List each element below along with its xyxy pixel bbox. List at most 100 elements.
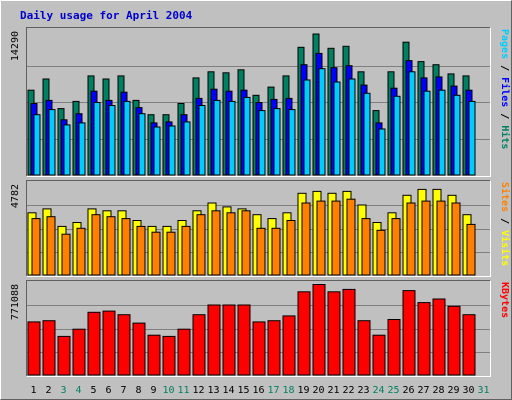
bar-sites-day-16 — [256, 227, 266, 276]
x-tick-label: 7 — [120, 385, 126, 396]
bar-sites-day-24 — [376, 229, 386, 276]
bar-pages-day-9 — [153, 126, 161, 176]
bar-kbytes-day-30 — [462, 314, 476, 376]
bar-sites-day-4 — [76, 227, 86, 276]
x-tick-label: 4 — [75, 385, 81, 396]
bar-kbytes-day-2 — [42, 320, 56, 376]
bar-pages-day-29 — [453, 94, 461, 176]
legend-entry: Hits — [499, 125, 511, 149]
bar-kbytes-day-17 — [267, 320, 281, 376]
x-tick-label: 17 — [267, 385, 279, 396]
x-tick-label: 2 — [45, 385, 51, 396]
bar-pages-day-22 — [348, 78, 356, 176]
bar-sites-day-15 — [241, 210, 251, 276]
bar-kbytes-day-4 — [72, 328, 86, 376]
bar-sites-day-2 — [46, 216, 56, 276]
panel-hits-files-pages: 14290 Pages / Files / Hits — [10, 27, 511, 177]
bar-kbytes-day-25 — [387, 319, 401, 376]
x-tick-label: 3 — [60, 385, 66, 396]
legend-entry: KBytes — [499, 282, 510, 318]
x-tick-label: 29 — [447, 385, 459, 396]
bar-pages-day-7 — [123, 100, 131, 176]
bars — [27, 33, 476, 176]
x-tick-label: 11 — [177, 385, 189, 396]
chart-title: Daily usage for April 2004 — [20, 9, 193, 22]
legend-entry: Visits — [499, 230, 511, 266]
bar-sites-day-22 — [346, 198, 356, 276]
x-tick-label: 8 — [135, 385, 141, 396]
bar-pages-day-8 — [138, 113, 146, 176]
bar-kbytes-day-23 — [357, 320, 371, 376]
bar-kbytes-day-13 — [207, 304, 221, 376]
bar-pages-day-23 — [363, 92, 371, 176]
bar-kbytes-day-12 — [192, 314, 206, 376]
bar-sites-day-19 — [301, 202, 311, 276]
bar-sites-day-1 — [31, 218, 41, 276]
legend-entry: / — [499, 107, 510, 125]
bar-kbytes-day-19 — [297, 291, 311, 376]
x-tick-label: 25 — [387, 385, 399, 396]
bar-kbytes-day-22 — [342, 288, 356, 376]
bar-kbytes-day-11 — [177, 328, 191, 376]
bar-kbytes-day-26 — [402, 290, 416, 376]
bar-sites-day-12 — [196, 214, 206, 276]
bar-kbytes-day-10 — [162, 335, 176, 376]
bar-kbytes-day-8 — [132, 322, 146, 376]
bar-kbytes-day-16 — [252, 321, 266, 376]
legend-kbytes: KBytes — [499, 282, 510, 318]
legend-entry: / — [499, 59, 510, 77]
bar-kbytes-day-24 — [372, 334, 386, 376]
bar-pages-day-28 — [438, 89, 446, 176]
bar-kbytes-day-15 — [237, 304, 251, 376]
bar-sites-day-18 — [286, 220, 296, 276]
x-tick-label: 18 — [282, 385, 294, 396]
bar-pages-day-21 — [333, 81, 341, 176]
x-tick-label: 19 — [297, 385, 309, 396]
x-tick-label: 6 — [105, 385, 111, 396]
x-tick-label: 24 — [372, 385, 384, 396]
x-tick-label: 5 — [90, 385, 96, 396]
legend-entry: Sites — [499, 182, 511, 212]
legend-entry: Pages — [499, 29, 510, 59]
y-max-label: 14290 — [10, 31, 21, 61]
bar-sites-day-23 — [361, 218, 371, 276]
x-axis-labels: 1 2 3 4 5 6 7 8 9 10 11 12 13 14 15 16 17 18 19 20 21 22 23 24 2… — [30, 385, 489, 396]
bar-pages-day-2 — [48, 109, 56, 176]
bar-sites-day-8 — [136, 225, 146, 276]
bar-pages-day-14 — [228, 100, 236, 176]
bar-sites-day-17 — [271, 227, 281, 276]
panel-kbytes: 771088 KBytes — [10, 280, 510, 377]
bar-pages-day-5 — [93, 102, 101, 176]
x-tick-label: 23 — [357, 385, 369, 396]
bar-sites-day-10 — [166, 231, 176, 276]
x-tick-label: 31 — [477, 385, 489, 396]
bar-sites-day-7 — [121, 218, 131, 276]
bar-sites-day-26 — [406, 202, 416, 276]
bar-pages-day-1 — [33, 114, 41, 176]
bar-pages-day-27 — [423, 90, 431, 176]
bar-sites-day-13 — [211, 210, 221, 276]
bar-kbytes-day-5 — [87, 311, 101, 376]
y-max-label: 4782 — [10, 184, 21, 208]
legend-entry: Files — [499, 77, 511, 107]
x-tick-label: 9 — [150, 385, 156, 396]
bar-sites-day-14 — [226, 212, 236, 276]
bar-pages-day-11 — [183, 121, 191, 176]
x-tick-label: 21 — [327, 385, 339, 396]
x-tick-label: 26 — [402, 385, 414, 396]
bar-pages-day-6 — [108, 105, 116, 176]
bar-pages-day-16 — [258, 110, 266, 176]
bar-kbytes-day-14 — [222, 304, 236, 376]
bar-kbytes-day-28 — [432, 298, 446, 376]
bar-sites-day-9 — [151, 231, 161, 276]
bar-kbytes-day-21 — [327, 291, 341, 376]
bar-pages-day-13 — [213, 99, 221, 176]
bar-pages-day-24 — [378, 128, 386, 176]
bar-pages-day-30 — [468, 100, 476, 176]
bar-sites-day-30 — [466, 223, 476, 276]
bar-sites-day-29 — [451, 202, 461, 276]
x-tick-label: 20 — [312, 385, 324, 396]
x-tick-label: 22 — [342, 385, 354, 396]
x-tick-label: 10 — [162, 385, 174, 396]
bar-pages-day-4 — [78, 122, 86, 176]
